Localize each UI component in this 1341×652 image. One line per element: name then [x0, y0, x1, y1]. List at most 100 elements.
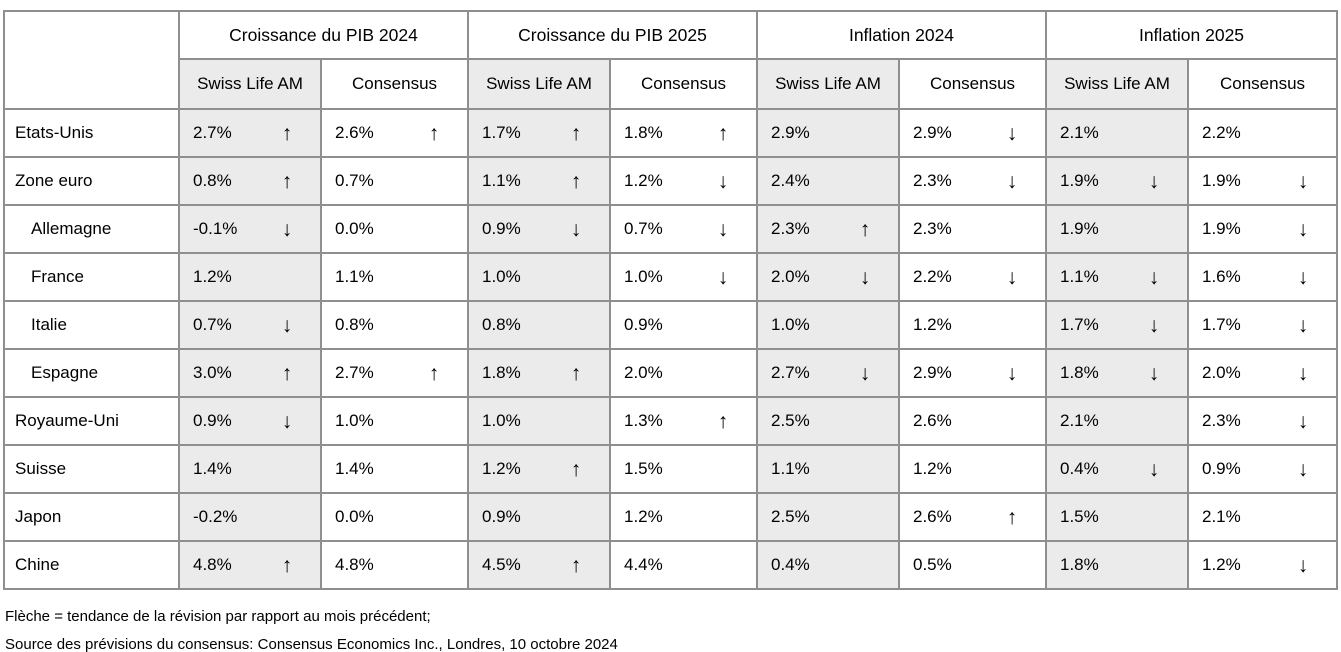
arrow-down-icon: ↓	[1148, 265, 1160, 289]
value-cell: 4.8% ↑	[178, 540, 322, 590]
arrow-down-icon: ↓	[717, 265, 729, 289]
value-cell-content: 0.9%	[470, 495, 608, 539]
value-cell: 1.5%	[609, 444, 758, 494]
value-cell-content: 1.9% ↓	[1190, 159, 1335, 203]
value-cell: 1.0%	[467, 252, 611, 302]
cell-value: 2.6%	[335, 123, 374, 142]
value-cell-content: 1.2%	[901, 447, 1044, 491]
value-cell: 4.5% ↑	[467, 540, 611, 590]
subheader-consensus: Consensus	[320, 58, 469, 110]
value-cell-content: 2.6% ↑	[901, 495, 1044, 539]
country-label: France	[3, 252, 180, 302]
value-cell-content: -0.1% ↓	[181, 207, 319, 251]
value-cell-content: 1.0%	[470, 399, 608, 443]
value-cell: 1.7% ↑	[467, 108, 611, 158]
footnote-arrow-legend: Flèche = tendance de la révision par rap…	[5, 608, 431, 625]
value-cell: 0.9% ↓	[178, 396, 322, 446]
value-cell: 0.9%	[609, 300, 758, 350]
value-cell-content: 1.7% ↓	[1190, 303, 1335, 347]
group-header-row: Croissance du PIB 2024 Croissance du PIB…	[3, 10, 1338, 110]
cell-value: 1.2%	[913, 315, 952, 334]
value-cell-content: 1.9%	[1048, 207, 1186, 251]
value-cell: 0.7% ↓	[609, 204, 758, 254]
value-cell: 1.9% ↓	[1045, 156, 1189, 206]
arrow-down-icon: ↓	[281, 409, 293, 433]
value-cell-content: -0.2%	[181, 495, 319, 539]
arrow-down-icon: ↓	[1006, 265, 1018, 289]
value-cell: 0.7% ↓	[178, 300, 322, 350]
value-cell: 4.8%	[320, 540, 469, 590]
cell-value: 1.1%	[1060, 267, 1099, 286]
country-label: Chine	[3, 540, 180, 590]
value-cell: 2.9% ↓	[898, 108, 1047, 158]
cell-value: 2.1%	[1060, 411, 1099, 430]
value-cell-content: 1.2%	[901, 303, 1044, 347]
arrow-down-icon: ↓	[281, 217, 293, 241]
value-cell: 1.8% ↑	[609, 108, 758, 158]
cell-value: 4.8%	[335, 555, 374, 574]
cell-value: -0.2%	[193, 507, 238, 526]
value-cell-content: 1.6% ↓	[1190, 255, 1335, 299]
value-cell-content: 2.9% ↓	[901, 111, 1044, 155]
value-cell: 1.8% ↑	[467, 348, 611, 398]
arrow-down-icon: ↓	[281, 313, 293, 337]
arrow-down-icon: ↓	[1297, 361, 1309, 385]
value-cell-content: 2.3% ↑	[759, 207, 897, 251]
value-cell-content: 0.4% ↓	[1048, 447, 1186, 491]
arrow-down-icon: ↓	[1148, 313, 1160, 337]
cell-value: 1.1%	[482, 171, 521, 190]
table-row: Allemagne -0.1% ↓ 0.0% 0.9% ↓ 0.7% ↓ 2.3% ↑ 2.3% 1.…	[3, 204, 1338, 254]
cell-value: 1.1%	[771, 459, 810, 478]
forecast-table: Croissance du PIB 2024 Croissance du PIB…	[3, 10, 1338, 590]
subheader-swiss-life-am: Swiss Life AM	[178, 58, 322, 110]
arrow-up-icon: ↑	[281, 169, 293, 193]
value-cell: 2.5%	[756, 396, 900, 446]
group-header-pib-2024: Croissance du PIB 2024	[178, 10, 469, 60]
cell-value: 0.7%	[624, 219, 663, 238]
cell-value: 2.0%	[1202, 363, 1241, 382]
cell-value: 1.5%	[1060, 507, 1099, 526]
value-cell-content: 2.0%	[612, 351, 755, 395]
cell-value: 0.7%	[335, 171, 374, 190]
value-cell: 2.4%	[756, 156, 900, 206]
value-cell: 1.4%	[320, 444, 469, 494]
cell-value: 2.9%	[771, 123, 810, 142]
cell-value: 0.9%	[482, 507, 521, 526]
cell-value: 2.1%	[1060, 123, 1099, 142]
value-cell-content: 2.7% ↑	[323, 351, 466, 395]
value-cell: 2.0% ↓	[756, 252, 900, 302]
table-row: France 1.2% 1.1% 1.0% 1.0% ↓ 2.0% ↓ 2.2% ↓ 1.1% ↓ 1.…	[3, 252, 1338, 302]
arrow-down-icon: ↓	[859, 265, 871, 289]
value-cell-content: 0.0%	[323, 207, 466, 251]
value-cell-content: 1.8% ↑	[470, 351, 608, 395]
cell-value: 0.4%	[771, 555, 810, 574]
value-cell: 2.0% ↓	[1187, 348, 1338, 398]
value-cell: 1.2% ↑	[467, 444, 611, 494]
footnote-source: Source des prévisions du consensus: Cons…	[5, 635, 618, 652]
cell-value: 0.9%	[482, 219, 521, 238]
cell-value: 2.1%	[1202, 507, 1241, 526]
cell-value: 2.5%	[771, 507, 810, 526]
cell-value: 2.0%	[624, 363, 663, 382]
value-cell: 2.6% ↑	[320, 108, 469, 158]
subheader-row: Swiss Life AM Consensus Swiss Life AM Co…	[4, 58, 1338, 110]
value-cell-content: 1.4%	[181, 447, 319, 491]
arrow-up-icon: ↑	[717, 121, 729, 145]
cell-value: 1.2%	[913, 459, 952, 478]
arrow-down-icon: ↓	[1297, 313, 1309, 337]
group-header-inflation-2024: Inflation 2024	[756, 10, 1047, 60]
value-cell-content: 2.3%	[901, 207, 1044, 251]
subheader-consensus: Consensus	[1187, 58, 1338, 110]
value-cell-content: 1.2% ↓	[612, 159, 755, 203]
value-cell-content: 1.1%	[759, 447, 897, 491]
value-cell-content: 1.2%	[181, 255, 319, 299]
cell-value: 2.9%	[913, 123, 952, 142]
arrow-down-icon: ↓	[1148, 361, 1160, 385]
value-cell: 2.2%	[1187, 108, 1338, 158]
cell-value: 1.2%	[482, 459, 521, 478]
arrow-up-icon: ↑	[859, 217, 871, 241]
table-row: Suisse 1.4% 1.4% 1.2% ↑ 1.5% 1.1% 1.2% 0.4% ↓ 0.9%…	[3, 444, 1338, 494]
arrow-up-icon: ↑	[570, 457, 582, 481]
cell-value: 1.0%	[771, 315, 810, 334]
subheader-consensus: Consensus	[898, 58, 1047, 110]
